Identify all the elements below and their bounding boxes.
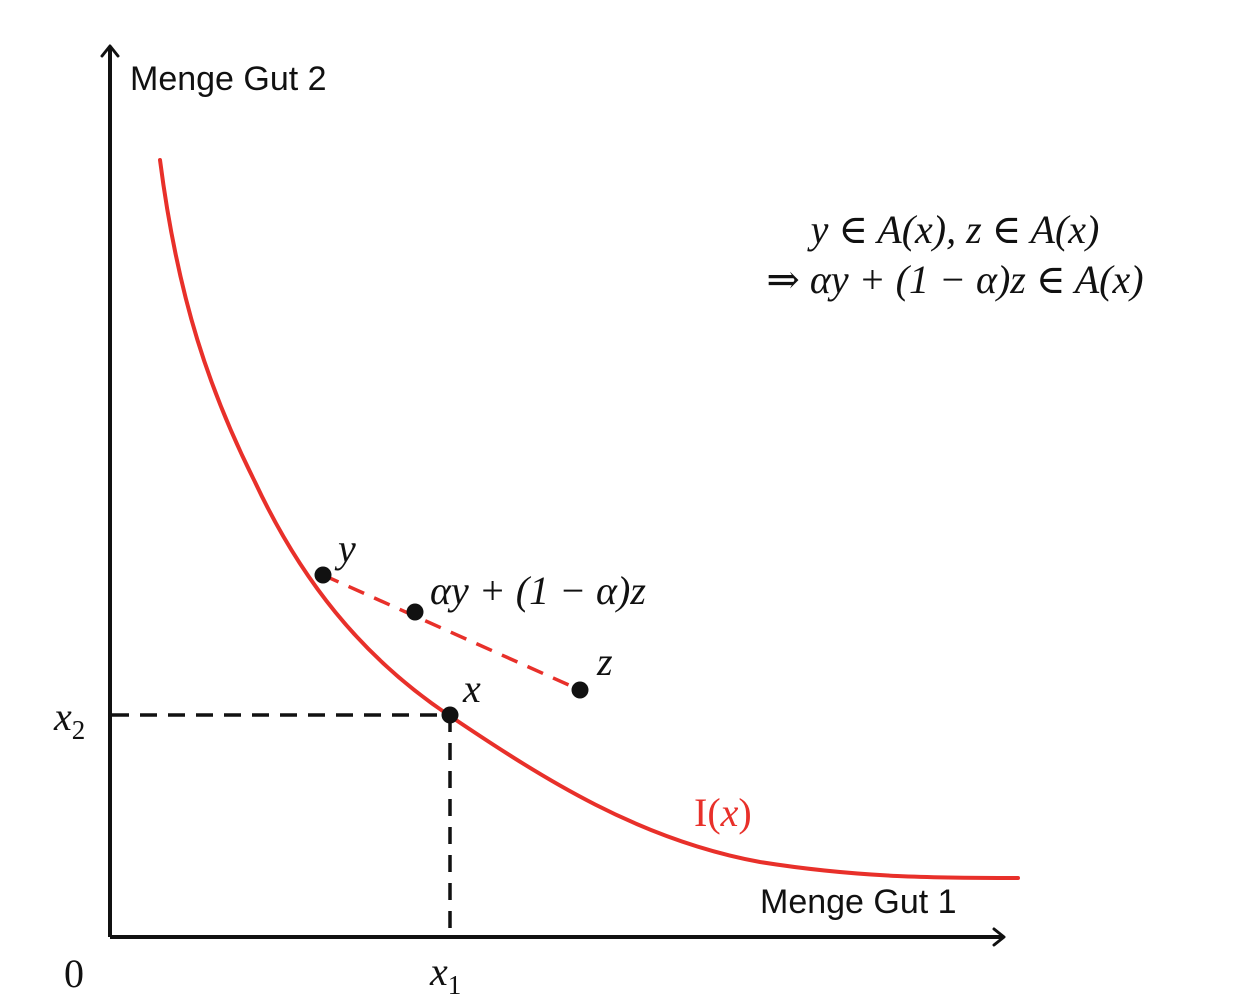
point-y xyxy=(314,566,332,584)
origin-label: 0 xyxy=(64,951,84,996)
curve-label: I(x) xyxy=(694,790,752,835)
x1-tick-label: x1 xyxy=(429,949,461,1000)
x-axis-label: Menge Gut 1 xyxy=(760,883,957,921)
point-z xyxy=(571,681,589,699)
y-axis-label: Menge Gut 2 xyxy=(130,60,327,98)
formula-line-2: ⇒ αy + (1 − α)z ∈ A(x) xyxy=(766,257,1143,302)
convex-combination-segment xyxy=(322,573,581,692)
point-x xyxy=(441,706,459,724)
point-x-label: x xyxy=(462,666,481,711)
x2-tick-label: x2 xyxy=(53,694,85,745)
formula-line-1: y ∈ A(x), z ∈ A(x) xyxy=(807,207,1100,252)
point-combination-label: αy + (1 − α)z xyxy=(430,568,646,613)
point-y-label: y xyxy=(334,526,356,571)
point-combination xyxy=(406,603,424,621)
point-z-label: z xyxy=(596,639,613,684)
